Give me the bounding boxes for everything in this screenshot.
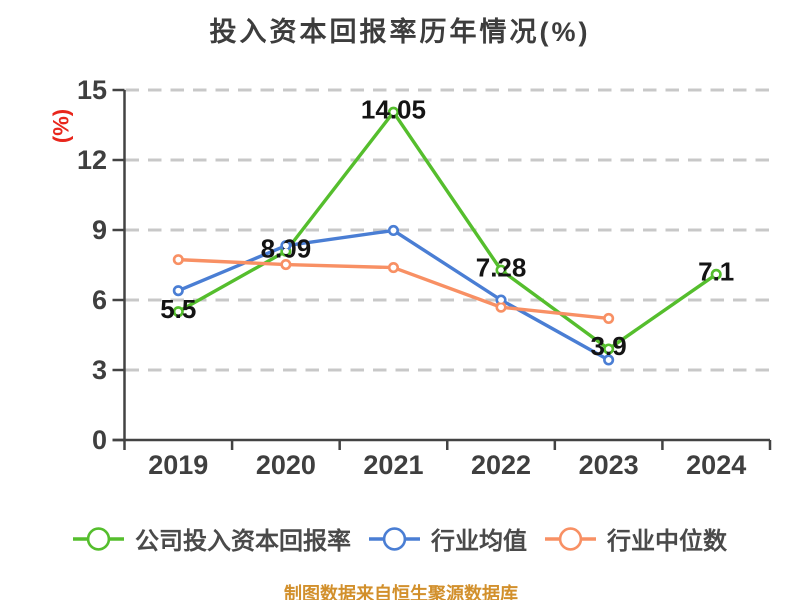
x-axis-tick-label: 2023	[579, 450, 639, 480]
data-point-marker-core	[713, 271, 720, 278]
legend-marker-icon	[545, 526, 596, 551]
chart-title: 投入资本回报率历年情况(%)	[209, 17, 591, 47]
legend-label: 行业均值	[431, 528, 527, 555]
legend-marker-icon	[369, 526, 420, 551]
legend: 公司投入资本回报率 行业均值 行业中位数	[0, 521, 800, 556]
x-axis-tick-label: 2024	[686, 450, 746, 480]
legend-marker-icon	[73, 526, 124, 551]
point-value-label: 7.28	[476, 252, 527, 282]
legend-item-1: 行业均值	[369, 521, 527, 556]
y-axis-tick-label: 3	[92, 355, 107, 385]
series-line	[177, 228, 610, 362]
data-point-marker-core	[175, 308, 182, 315]
data-point-marker-core	[498, 267, 504, 273]
data-point-marker-core	[390, 109, 397, 115]
x-axis-tick-label: 2022	[471, 450, 531, 480]
data-point-marker-core	[175, 287, 182, 294]
y-axis-tick-label: 6	[92, 285, 107, 315]
y-axis-tick-label: 9	[92, 215, 107, 245]
x-axis-tick-label: 2019	[148, 450, 208, 480]
data-point-marker-core	[605, 346, 612, 352]
series-line	[177, 110, 718, 351]
legend-label: 公司投入资本回报率	[135, 528, 351, 555]
y-axis-tick-label: 0	[92, 425, 107, 455]
y-axis-tick-label: 15	[77, 75, 107, 105]
data-point-marker-core	[498, 304, 504, 311]
data-point-marker-core	[605, 357, 612, 363]
x-axis-tick-label: 2021	[363, 450, 423, 480]
point-value-label: 7.1	[698, 257, 734, 287]
data-point-marker-core	[390, 227, 397, 234]
y-axis-tick-label: 12	[77, 145, 107, 175]
data-source-caption: 制图数据来自恒生聚源数据库	[284, 584, 518, 600]
data-point-marker-core	[283, 242, 289, 249]
data-point-marker-core	[605, 315, 612, 322]
y-axis-unit-label: (%)	[49, 109, 74, 143]
data-point-marker-core	[498, 297, 504, 303]
legend-label: 行业中位数	[607, 528, 727, 555]
data-point-marker-core	[175, 256, 182, 263]
legend-item-0: 公司投入资本回报率	[73, 521, 351, 556]
data-point-marker-core	[390, 264, 397, 271]
data-point-marker-core	[283, 261, 289, 268]
data-point-marker-core	[283, 248, 289, 255]
x-axis-tick-label: 2020	[256, 450, 316, 480]
legend-item-2: 行业中位数	[545, 521, 727, 556]
